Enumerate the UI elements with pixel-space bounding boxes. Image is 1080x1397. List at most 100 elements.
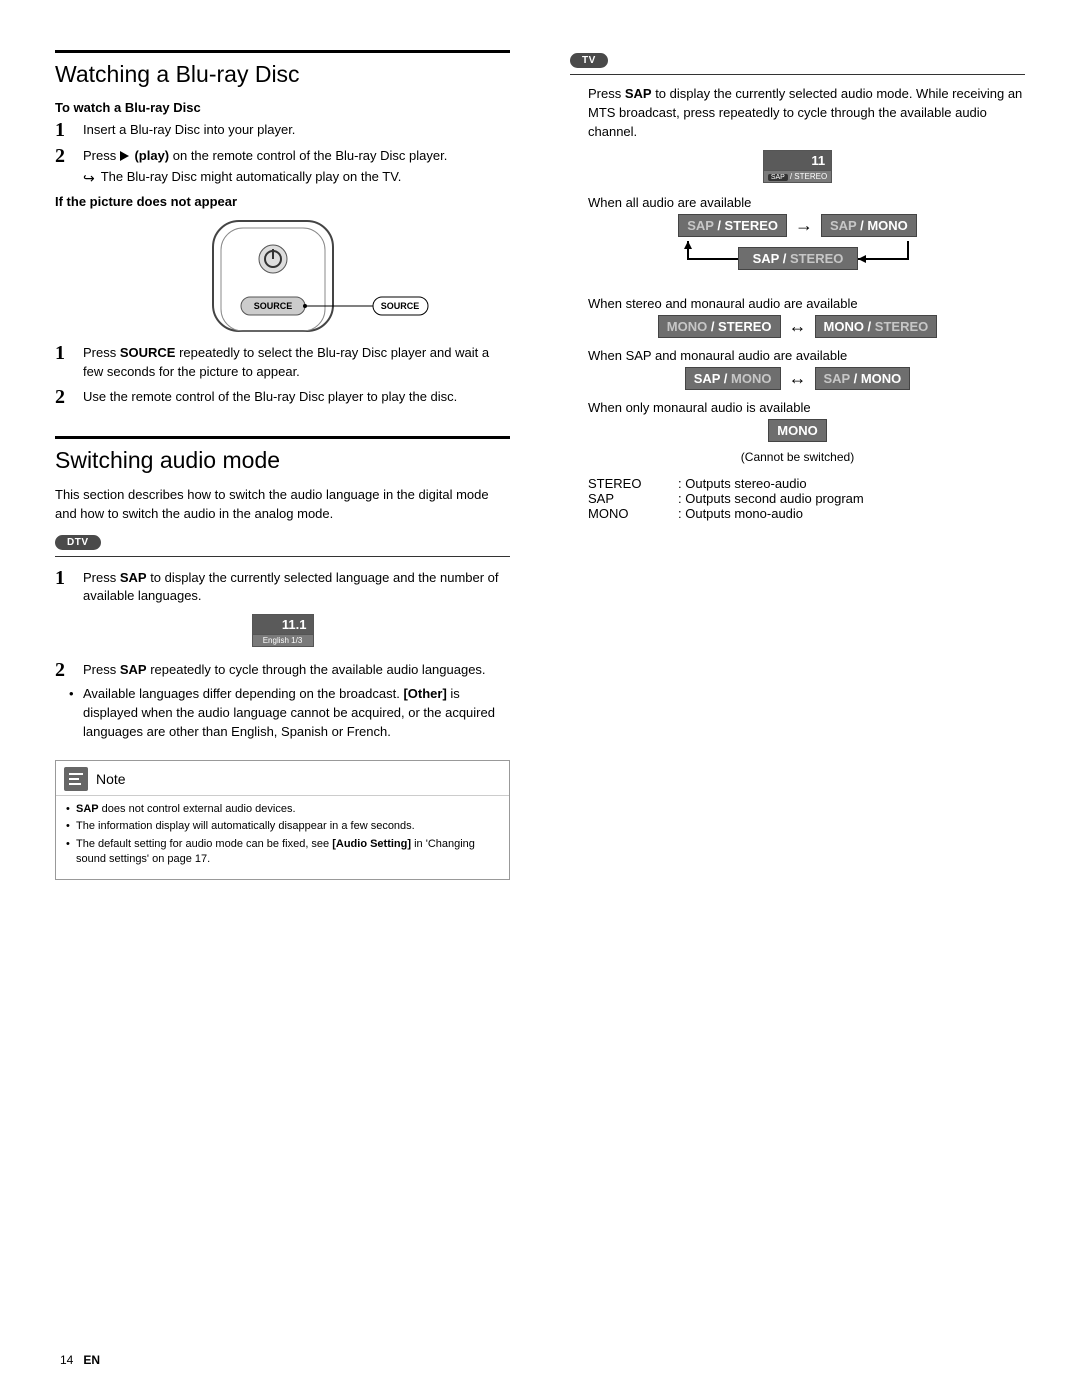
thin-rule — [55, 556, 510, 557]
caption-sap-mono: When SAP and monaural audio are availabl… — [570, 348, 1025, 363]
legend-value: : Outputs second audio program — [678, 491, 864, 506]
step-number: 1 — [55, 342, 73, 382]
keyword: SAP — [120, 570, 147, 585]
text: on the remote control of the Blu-ray Dis… — [169, 148, 447, 163]
osd-mode: SAP/ STEREO — [764, 171, 831, 182]
row-mono-only: MONO — [570, 419, 1025, 442]
legend-row: MONO: Outputs mono-audio — [588, 506, 1025, 521]
legend-row: STEREO: Outputs stereo-audio — [588, 476, 1025, 491]
hook-arrow-icon: ↪ — [83, 168, 95, 188]
bullet-other: Available languages differ depending on … — [83, 685, 510, 742]
osd-channel: 11.1 — [253, 615, 313, 635]
caption-all-audio: When all audio are available — [570, 195, 1025, 210]
dim-text: SAP — [830, 218, 857, 233]
audio-step-2: 2 Press SAP repeatedly to cycle through … — [55, 659, 510, 681]
step-number: 2 — [55, 386, 73, 408]
lead-watch: To watch a Blu-ray Disc — [55, 100, 510, 115]
legend-key: STEREO — [588, 476, 678, 491]
badge-sap-mono-a: SAP / MONO — [685, 367, 781, 390]
keyword: [Other] — [403, 686, 446, 701]
osd-display-dtv: 11.1 English 1/3 — [55, 614, 510, 647]
text: Press — [83, 662, 120, 677]
thin-rule — [570, 74, 1025, 75]
note-box: Note SAP does not control external audio… — [55, 760, 510, 881]
note-item-2: The information display will automatical… — [76, 819, 497, 834]
dtv-badge: DTV — [55, 535, 101, 550]
page-number: 14 — [60, 1353, 73, 1367]
step-number: 1 — [55, 567, 73, 607]
text: Press — [83, 148, 120, 163]
legend-value: : Outputs stereo-audio — [678, 476, 807, 491]
dim-text: MONO — [731, 371, 771, 386]
osd-sap-label: SAP — [768, 174, 788, 181]
caption-mono-only: When only monaural audio is available — [570, 400, 1025, 415]
text: repeatedly to cycle through the availabl… — [147, 662, 486, 677]
badge-sap-stereo: SAP / STEREO — [678, 214, 787, 237]
text: MONO / — [824, 319, 875, 334]
intro-text: This section describes how to switch the… — [55, 486, 510, 524]
osd-display-tv: 11 SAP/ STEREO — [570, 150, 1025, 183]
play-icon — [120, 151, 129, 161]
cannot-switch-text: (Cannot be switched) — [570, 450, 1025, 464]
legend: STEREO: Outputs stereo-audio SAP: Output… — [570, 476, 1025, 521]
text: / STEREO — [707, 319, 771, 334]
text: The default setting for audio mode can b… — [76, 838, 332, 850]
lead-trouble: If the picture does not appear — [55, 194, 510, 209]
text: does not control external audio devices. — [99, 803, 296, 815]
remote-source-label: SOURCE — [253, 301, 292, 311]
text: / STEREO — [790, 172, 827, 181]
page-footer: 14 EN — [60, 1353, 100, 1367]
legend-key: SAP — [588, 491, 678, 506]
step-1: 1 Insert a Blu-ray Disc into your player… — [55, 119, 510, 141]
step-number: 2 — [55, 145, 73, 188]
text: / STEREO — [714, 218, 778, 233]
loop-diagram: SAP / STEREO → SAP / MONO SAP / STEREO — [570, 214, 1025, 286]
trouble-step-1: 1 Press SOURCE repeatedly to select the … — [55, 342, 510, 382]
page-lang: EN — [83, 1353, 100, 1367]
step-text: Use the remote control of the Blu-ray Di… — [83, 386, 510, 408]
keyword: SOURCE — [120, 345, 176, 360]
remote-figure: SOURCE SOURCE — [55, 219, 510, 334]
text: SAP / — [694, 371, 731, 386]
dim-text: SAP — [687, 218, 714, 233]
heading-audio: Switching audio mode — [55, 447, 510, 474]
osd-channel: 11 — [764, 151, 831, 171]
keyword: [Audio Setting] — [332, 838, 411, 850]
source-callout: SOURCE — [380, 301, 419, 311]
trouble-step-2: 2 Use the remote control of the Blu-ray … — [55, 386, 510, 408]
note-item-3: The default setting for audio mode can b… — [76, 837, 497, 868]
step-text: Press SOURCE repeatedly to select the Bl… — [83, 342, 510, 382]
play-label: (play) — [134, 148, 169, 163]
step-number: 1 — [55, 119, 73, 141]
legend-row: SAP: Outputs second audio program — [588, 491, 1025, 506]
keyword: SAP — [120, 662, 147, 677]
heading-bluray: Watching a Blu-ray Disc — [55, 61, 510, 88]
dim-text: SAP — [824, 371, 851, 386]
step-text: Press SAP to display the currently selec… — [83, 567, 510, 607]
badge-mono-stereo-a: MONO / STEREO — [658, 315, 781, 338]
text: to display the currently selected audio … — [588, 86, 1022, 139]
dim-text: STEREO — [875, 319, 928, 334]
step-text: Press (play) on the remote control of th… — [83, 145, 510, 188]
arrow-right-icon: → — [795, 215, 813, 236]
step-text: Press SAP repeatedly to cycle through th… — [83, 659, 510, 681]
row-sap-mono: SAP / MONO ↔ SAP / MONO — [570, 367, 1025, 390]
text: Press — [588, 86, 625, 101]
badge-sap-mono: SAP / MONO — [821, 214, 917, 237]
dim-text: MONO — [667, 319, 707, 334]
note-icon — [64, 767, 88, 791]
audio-step-1: 1 Press SAP to display the currently sel… — [55, 567, 510, 607]
text: Press — [83, 570, 120, 585]
badge-sap-mono-b: SAP / MONO — [815, 367, 911, 390]
step-2: 2 Press (play) on the remote control of … — [55, 145, 510, 188]
substep-text: The Blu-ray Disc might automatically pla… — [101, 168, 402, 188]
arrow-both-icon: ↔ — [789, 316, 807, 337]
text: Press — [83, 345, 120, 360]
text: / MONO — [857, 218, 908, 233]
text: / MONO — [850, 371, 901, 386]
legend-value: : Outputs mono-audio — [678, 506, 803, 521]
section-rule — [55, 436, 510, 439]
note-title: Note — [96, 771, 126, 787]
legend-key: MONO — [588, 506, 678, 521]
caption-stereo-mono: When stereo and monaural audio are avail… — [570, 296, 1025, 311]
